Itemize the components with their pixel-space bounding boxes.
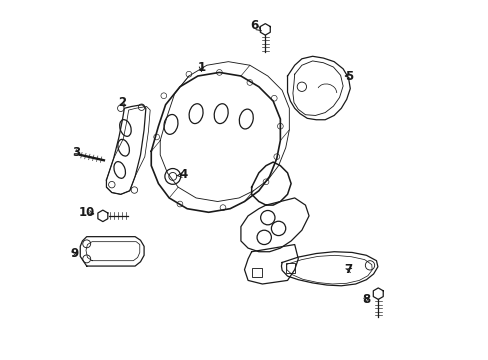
Text: 4: 4 [176,168,187,181]
Text: 6: 6 [250,19,261,32]
Text: 5: 5 [345,69,353,82]
Text: 2: 2 [118,96,126,109]
Text: 3: 3 [72,145,80,158]
Bar [252,268,261,277]
Text: 8: 8 [362,293,370,306]
Text: 7: 7 [344,263,352,276]
Text: 9: 9 [70,247,78,260]
Text: 10: 10 [79,206,95,219]
Bar [285,263,294,273]
Text: 1: 1 [197,60,205,73]
